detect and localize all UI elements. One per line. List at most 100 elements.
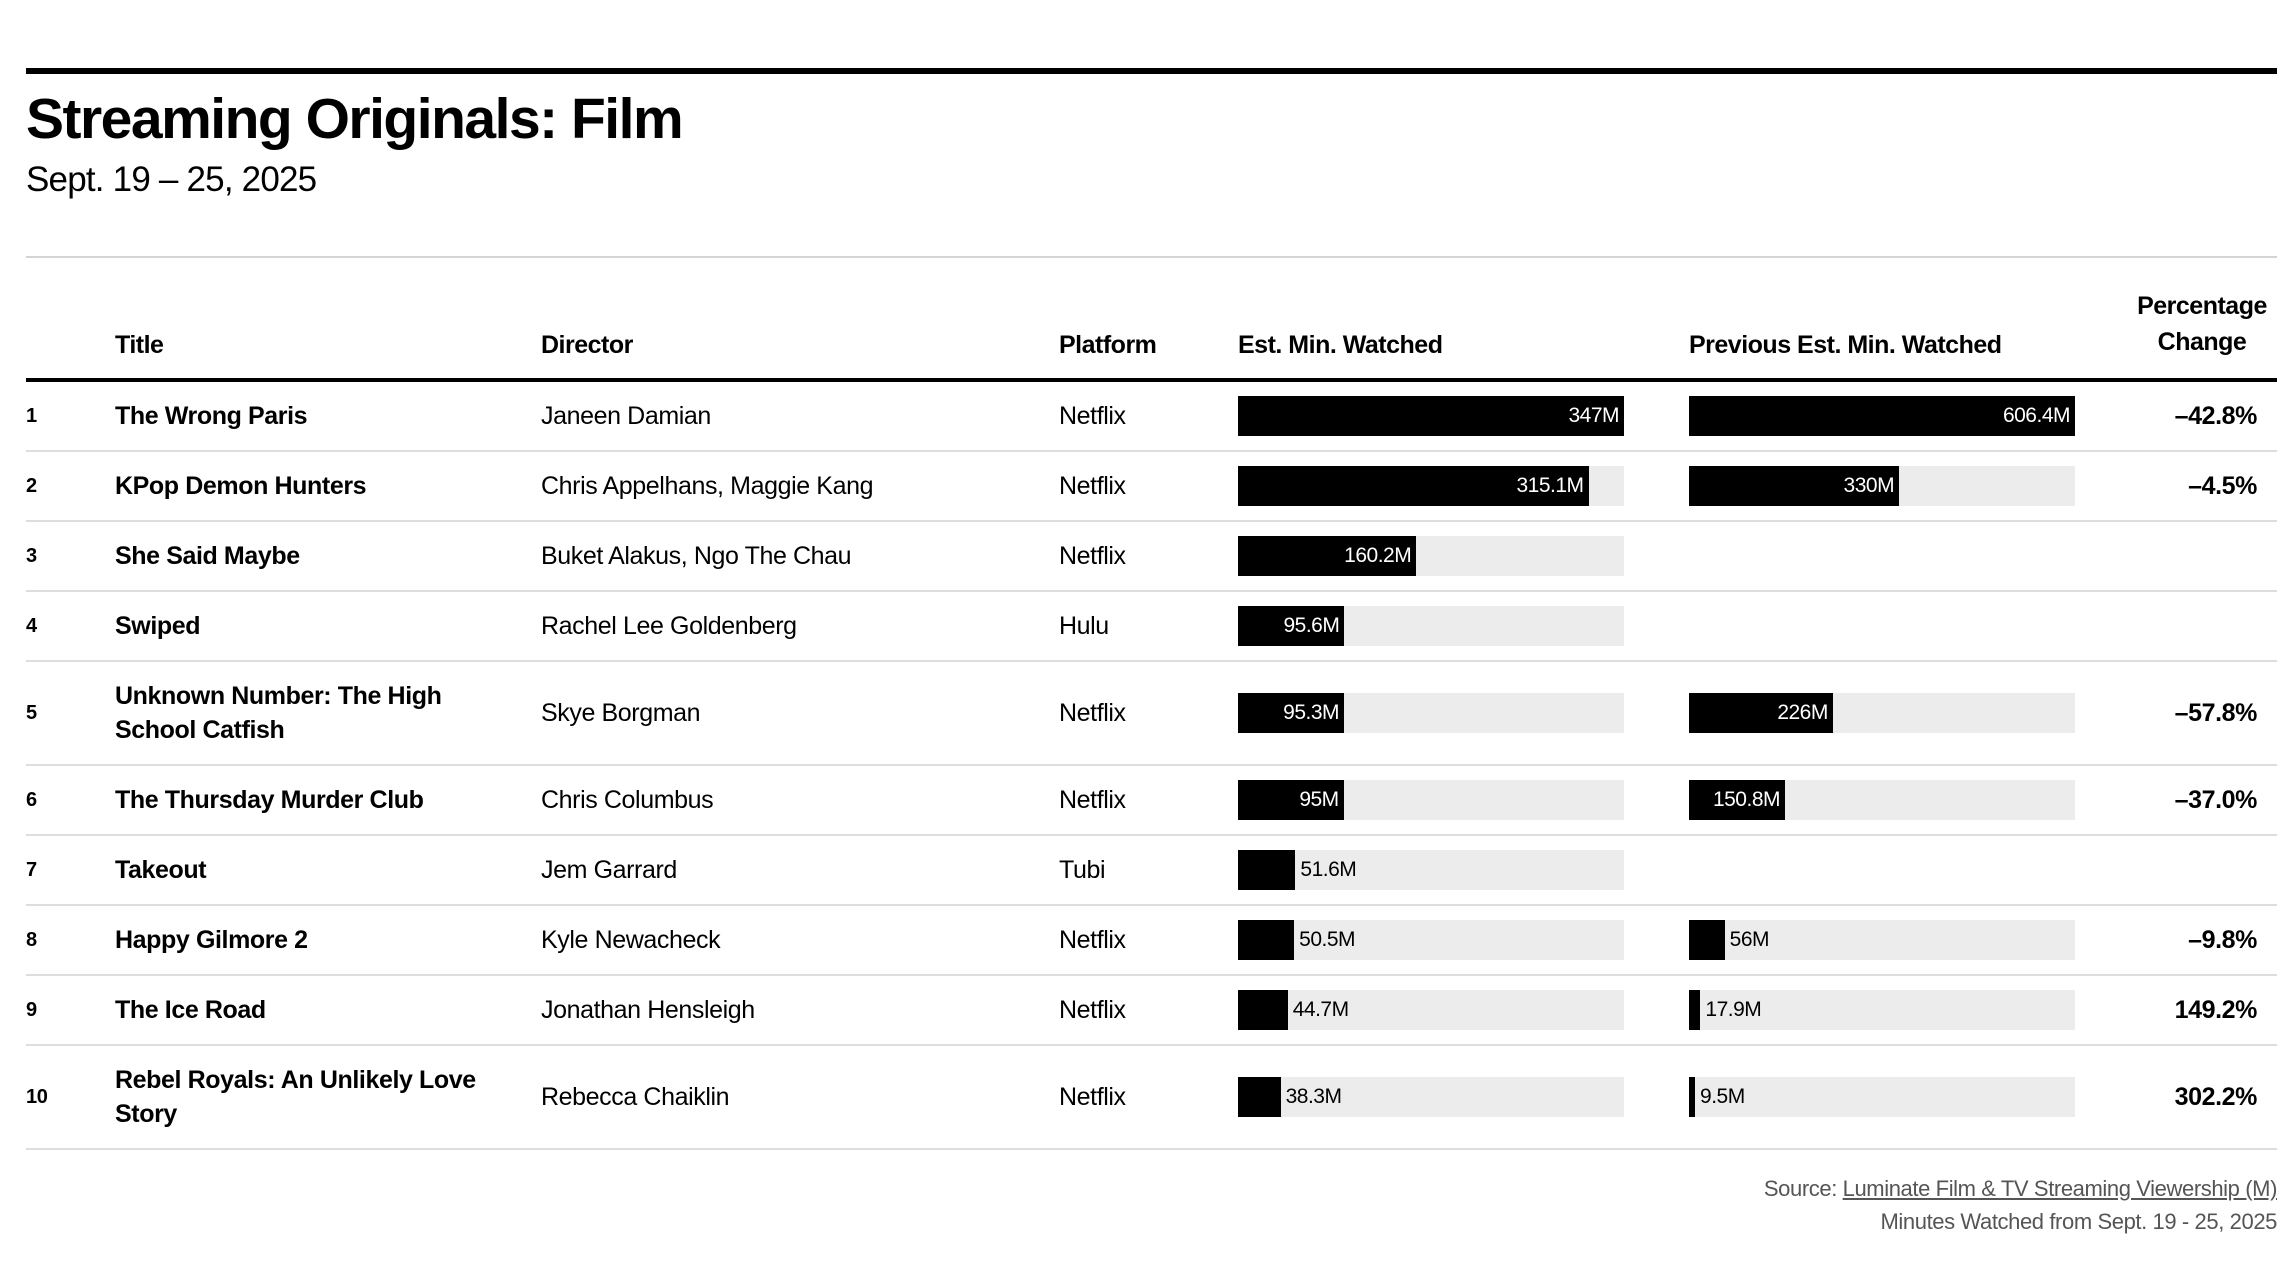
est-minutes-bar xyxy=(1238,396,1624,436)
est-minutes-bar xyxy=(1238,990,1288,1030)
est-minutes-bar xyxy=(1238,780,1344,820)
est-minutes-bar xyxy=(1238,466,1589,506)
col-director: Director xyxy=(541,331,633,359)
est-minutes-label: 315.1M xyxy=(1516,474,1584,497)
prev-minutes-label: 606.4M xyxy=(2002,404,2071,427)
page-title: Streaming Originals: Film xyxy=(26,87,684,151)
source-link[interactable]: Luminate Film & TV Streaming Viewership … xyxy=(1842,1176,2278,1201)
director: Chris Columbus xyxy=(541,785,714,814)
est-minutes-label: 50.5M xyxy=(1299,928,1356,951)
platform: Netflix xyxy=(1059,698,1126,727)
rank: 5 xyxy=(26,701,37,724)
platform: Netflix xyxy=(1059,925,1126,954)
director: Kyle Newacheck xyxy=(541,925,721,954)
est-minutes-label: 38.3M xyxy=(1285,1085,1342,1108)
prev-minutes-bar xyxy=(1689,780,1785,820)
est-minutes-label: 95.6M xyxy=(1283,614,1340,637)
prev-minutes-bar xyxy=(1689,990,1701,1030)
prev-minutes-bar xyxy=(1689,466,1900,506)
percentage-change: –57.8% xyxy=(2174,698,2258,727)
est-minutes-track: 347M xyxy=(1238,396,1624,436)
prev-minutes-track: 150.8M xyxy=(1689,780,2075,820)
prev-minutes-track: 9.5M xyxy=(1689,1077,2075,1117)
platform: Netflix xyxy=(1059,995,1126,1024)
footer-note: Minutes Watched from Sept. 19 - 25, 2025 xyxy=(1880,1209,2277,1234)
est-minutes-label: 44.7M xyxy=(1292,998,1349,1021)
table-row: 2 KPop Demon Hunters Chris Appelhans, Magg… xyxy=(26,452,2277,522)
film-title: Swiped xyxy=(115,612,201,640)
prev-minutes-label: 56M xyxy=(1729,928,1770,951)
prev-minutes-label: 330M xyxy=(1843,474,1895,497)
ranking-table: Title Director Platform Est. Min. Watche… xyxy=(26,290,2277,1150)
percentage-change: –42.8% xyxy=(2174,401,2258,430)
table-header: Title Director Platform Est. Min. Watche… xyxy=(26,290,2277,382)
est-minutes-bar xyxy=(1238,850,1296,890)
est-minutes-label: 160.2M xyxy=(1344,544,1412,567)
prev-minutes-bar xyxy=(1689,920,1725,960)
page-subtitle: Sept. 19 – 25, 2025 xyxy=(26,160,317,199)
col-prev: Previous Est. Min. Watched xyxy=(1689,331,2002,359)
rank: 3 xyxy=(26,544,37,567)
prev-minutes-track: 56M xyxy=(1689,920,2075,960)
percentage-change: –37.0% xyxy=(2174,785,2258,814)
director: Chris Appelhans, Maggie Kang xyxy=(541,471,874,500)
platform: Netflix xyxy=(1059,401,1126,430)
rank: 1 xyxy=(26,404,37,427)
est-minutes-track: 95.3M xyxy=(1238,693,1624,733)
prev-minutes-track: 226M xyxy=(1689,693,2075,733)
est-minutes-track: 51.6M xyxy=(1238,850,1624,890)
percentage-change: –4.5% xyxy=(2188,471,2257,500)
rank: 9 xyxy=(26,998,37,1021)
table-row: 6 The Thursday Murder Club Chris Columbus N… xyxy=(26,766,2277,836)
col-est: Est. Min. Watched xyxy=(1238,331,1443,359)
est-minutes-bar xyxy=(1238,536,1417,576)
film-title: Rebel Royals: An Unlikely Love Story xyxy=(115,1066,476,1128)
table-row: 10 Rebel Royals: An Unlikely Love Story Re… xyxy=(26,1046,2277,1150)
prev-minutes-track: 606.4M xyxy=(1689,396,2075,436)
platform: Netflix xyxy=(1059,785,1126,814)
prev-minutes-bar xyxy=(1689,396,2075,436)
est-minutes-label: 51.6M xyxy=(1300,858,1357,881)
platform: Netflix xyxy=(1059,471,1126,500)
source-prefix: Source: xyxy=(1763,1176,1843,1201)
est-minutes-bar xyxy=(1238,1077,1281,1117)
film-title: Unknown Number: The High School Catfish xyxy=(115,682,442,744)
film-title: Happy Gilmore 2 xyxy=(115,926,308,954)
prev-minutes-empty xyxy=(1689,850,2075,890)
rank: 6 xyxy=(26,788,37,811)
table-row: 4 Swiped Rachel Lee Goldenberg Hulu 95.6M xyxy=(26,592,2277,662)
est-minutes-label: 95.3M xyxy=(1283,701,1340,724)
prev-minutes-label: 17.9M xyxy=(1705,998,1762,1021)
est-minutes-bar xyxy=(1238,920,1295,960)
divider xyxy=(26,256,2277,258)
top-rule xyxy=(26,68,2277,74)
prev-minutes-empty xyxy=(1689,536,2075,576)
est-minutes-track: 38.3M xyxy=(1238,1077,1624,1117)
film-title: KPop Demon Hunters xyxy=(115,472,367,500)
est-minutes-bar xyxy=(1238,606,1345,646)
percentage-change: –9.8% xyxy=(2188,925,2257,954)
rank: 7 xyxy=(26,858,37,881)
prev-minutes-track: 330M xyxy=(1689,466,2075,506)
est-minutes-track: 50.5M xyxy=(1238,920,1624,960)
director: Skye Borgman xyxy=(541,698,701,727)
footer: Source: Luminate Film & TV Streaming Vie… xyxy=(1764,1172,2277,1238)
platform: Netflix xyxy=(1059,541,1126,570)
est-minutes-label: 95M xyxy=(1299,788,1339,811)
table-body: 1 The Wrong Paris Janeen Damian Netflix 347M… xyxy=(26,382,2277,1150)
platform: Tubi xyxy=(1059,855,1106,884)
film-title: She Said Maybe xyxy=(115,542,300,570)
rank: 2 xyxy=(26,474,37,497)
est-minutes-bar xyxy=(1238,693,1344,733)
prev-minutes-track: 17.9M xyxy=(1689,990,2075,1030)
director: Buket Alakus, Ngo The Chau xyxy=(541,541,852,570)
film-title: The Wrong Paris xyxy=(115,402,308,430)
est-minutes-track: 44.7M xyxy=(1238,990,1624,1030)
rank: 10 xyxy=(26,1085,48,1108)
est-minutes-track: 160.2M xyxy=(1238,536,1624,576)
prev-minutes-bar xyxy=(1689,693,1833,733)
col-platform: Platform xyxy=(1059,331,1157,359)
director: Jonathan Hensleigh xyxy=(541,995,755,1024)
table-row: 7 Takeout Jem Garrard Tubi 51.6M xyxy=(26,836,2277,906)
platform: Hulu xyxy=(1059,611,1109,640)
